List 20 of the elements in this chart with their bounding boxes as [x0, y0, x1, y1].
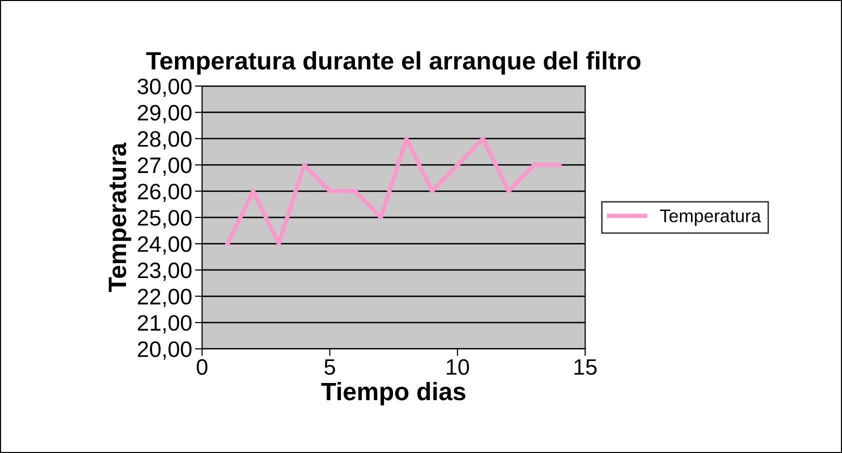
y-tick-label: 29,00	[138, 104, 192, 124]
y-axis-title: Temperatura	[108, 142, 132, 292]
y-tick-label: 21,00	[138, 315, 192, 334]
y-tick-label: 23,00	[138, 262, 192, 281]
y-tick-label: 24,00	[138, 236, 192, 255]
y-tick-label: 27,00	[138, 157, 192, 176]
y-tick-label: 25,00	[138, 210, 192, 228]
x-tick-label: 0	[196, 359, 208, 375]
y-tick-label: 20,00	[138, 341, 192, 360]
legend-label: Temperatura	[660, 210, 762, 226]
y-tick-label: 28,00	[138, 131, 192, 150]
x-axis-title: Tiempo dias	[321, 382, 466, 406]
y-tick-label: 26,00	[138, 184, 192, 202]
x-tick-label: 15	[574, 359, 597, 375]
line-series	[226, 136, 562, 246]
x-tick-label: 10	[446, 359, 469, 375]
x-tick-label: 5	[324, 359, 336, 375]
chart-title: Temperatura durante el arranque del filtro	[146, 51, 640, 75]
y-tick-label: 30,00	[138, 78, 192, 97]
y-tick-label: 22,00	[138, 288, 192, 308]
